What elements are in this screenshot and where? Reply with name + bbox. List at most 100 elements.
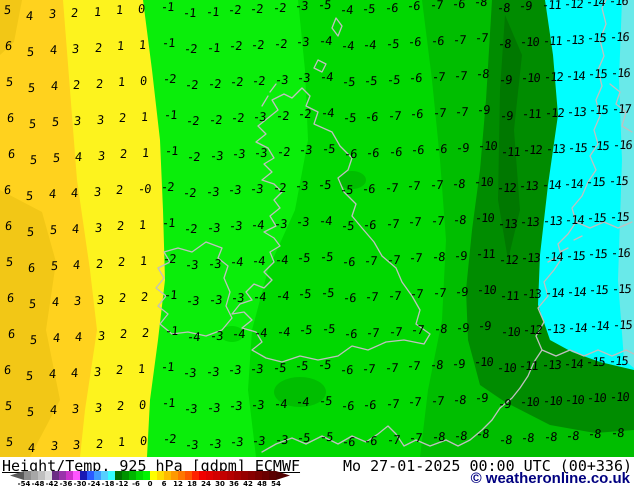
temp-value: 2 xyxy=(94,257,103,271)
temp-value: -6 xyxy=(340,399,355,413)
colorbar-cell xyxy=(192,471,199,480)
colorbar-tick: -6 xyxy=(132,480,140,488)
temp-value: -5 xyxy=(340,219,355,233)
temp-value: 2 xyxy=(140,290,149,304)
temp-value: 3 xyxy=(73,114,82,128)
temp-value: -2 xyxy=(183,42,198,56)
temp-value: 3 xyxy=(96,149,105,163)
temp-value: 6 xyxy=(3,363,11,377)
temp-value: -8 xyxy=(497,37,511,51)
temp-value: -7 xyxy=(408,431,423,445)
band-gold-dark-2 xyxy=(0,0,22,55)
temp-value: -6 xyxy=(341,435,356,449)
temp-value: -1 xyxy=(160,360,174,374)
temp-value: -6 xyxy=(343,147,358,161)
temp-value: 1 xyxy=(137,362,146,376)
temp-value: 3 xyxy=(93,401,102,415)
temp-value: 2 xyxy=(119,147,127,161)
temp-value: -10 xyxy=(586,391,607,405)
band-gold-dark xyxy=(0,190,60,457)
temp-value: -13 xyxy=(497,217,518,231)
temp-value: 1 xyxy=(140,110,149,124)
temp-value: -7 xyxy=(406,359,421,373)
temp-value: -12 xyxy=(498,253,519,267)
temp-value: -9 xyxy=(474,391,489,405)
temp-value: 2 xyxy=(118,111,126,125)
colorbar-tick: 42 xyxy=(243,480,253,488)
temp-value: 1 xyxy=(138,38,147,52)
temp-value: -6 xyxy=(362,398,377,412)
temp-value: -3 xyxy=(249,362,264,376)
temp-value: -14 xyxy=(543,286,564,300)
colorbar-cell xyxy=(178,471,185,480)
temp-value: -3 xyxy=(208,329,223,343)
temp-value: -3 xyxy=(228,399,243,413)
temp-value: -13 xyxy=(564,33,585,47)
colorbar-cell xyxy=(262,471,269,480)
temp-value: -2 xyxy=(249,2,264,16)
temp-value: 4 xyxy=(74,150,83,164)
temp-value: -9 xyxy=(453,249,468,263)
temp-value: -7 xyxy=(429,394,444,408)
temp-value: -4 xyxy=(229,255,244,269)
temp-value: -15 xyxy=(565,249,586,263)
temp-value: 4 xyxy=(71,222,80,236)
temp-value: -6 xyxy=(432,142,447,156)
colorbar-tick: 0 xyxy=(147,480,153,488)
temp-value: -2 xyxy=(227,3,242,17)
temp-value: -8 xyxy=(565,429,580,443)
colorbar-ticks: -54 -48 -42 -36 -30 -24 -18 -12 -6 0 6 12 18 24 30 36 42… xyxy=(10,480,310,489)
colorbar-cell xyxy=(164,471,171,480)
temp-value: -10 xyxy=(541,394,562,408)
temp-value: -10 xyxy=(519,395,540,409)
temp-value: -4 xyxy=(362,38,377,52)
temp-value: -8 xyxy=(475,427,490,441)
temp-value: -7 xyxy=(388,325,402,339)
temp-value: -3 xyxy=(295,35,310,49)
temp-value: -15 xyxy=(587,247,608,261)
temp-value: -7 xyxy=(474,31,489,45)
temp-value: 2 xyxy=(141,326,150,340)
colorbar-cell xyxy=(143,471,150,480)
temp-value: 4 xyxy=(72,258,81,272)
colorbar-tick: -48 xyxy=(31,480,45,488)
temp-value: -6 xyxy=(410,143,425,157)
map-title: Height/Temp. 925 hPa [gdpm] ECMWF xyxy=(2,457,301,475)
temp-value: -8 xyxy=(520,431,535,445)
temp-value: -7 xyxy=(363,254,378,268)
temp-value: 0 xyxy=(139,74,148,88)
temp-value: -14 xyxy=(540,178,561,192)
temp-value: 5 xyxy=(5,75,13,89)
temp-value: -4 xyxy=(317,34,332,48)
temp-value: -9 xyxy=(499,109,513,123)
temp-value: -4 xyxy=(318,70,333,84)
temp-value: -2 xyxy=(228,39,243,53)
temp-value: -7 xyxy=(364,290,379,304)
legend-bar: Height/Temp. 925 hPa [gdpm] ECMWF Mo 27-… xyxy=(0,457,634,490)
temp-value: -6 xyxy=(342,291,357,305)
temp-value: -9 xyxy=(454,285,469,299)
temp-value: -3 xyxy=(295,215,310,229)
temp-value: -6 xyxy=(362,218,377,232)
temp-value: -3 xyxy=(274,73,288,87)
temp-value: -4 xyxy=(295,395,310,409)
temp-value: -14 xyxy=(564,213,585,227)
temp-value: -14 xyxy=(563,177,584,191)
temp-value: 6 xyxy=(3,183,11,197)
temp-value: 2 xyxy=(117,255,125,269)
temp-value: -5 xyxy=(341,75,356,89)
temp-value: -3 xyxy=(183,402,198,416)
temp-value: -3 xyxy=(184,258,199,272)
colorbar-tick: 54 xyxy=(271,480,281,488)
coast-islands-wadden xyxy=(547,235,583,263)
temp-value: -8 xyxy=(587,427,602,441)
coast-denmark-isles xyxy=(609,83,633,133)
temp-value: -7 xyxy=(385,397,399,411)
temp-value: -11 xyxy=(518,359,539,373)
temp-value: 4 xyxy=(49,403,57,417)
temp-value: -6 xyxy=(407,35,422,49)
temp-value: -3 xyxy=(250,398,265,412)
temp-value: 4 xyxy=(48,187,56,201)
temp-value: -7 xyxy=(386,253,400,267)
temperature-labels: 5 4 3 2 1 1 0 -1 -1 -1 -2 -2 -2 -3 -5 -4 -5 -6 -6 -7 -6 -8 -8-… xyxy=(3,0,632,455)
